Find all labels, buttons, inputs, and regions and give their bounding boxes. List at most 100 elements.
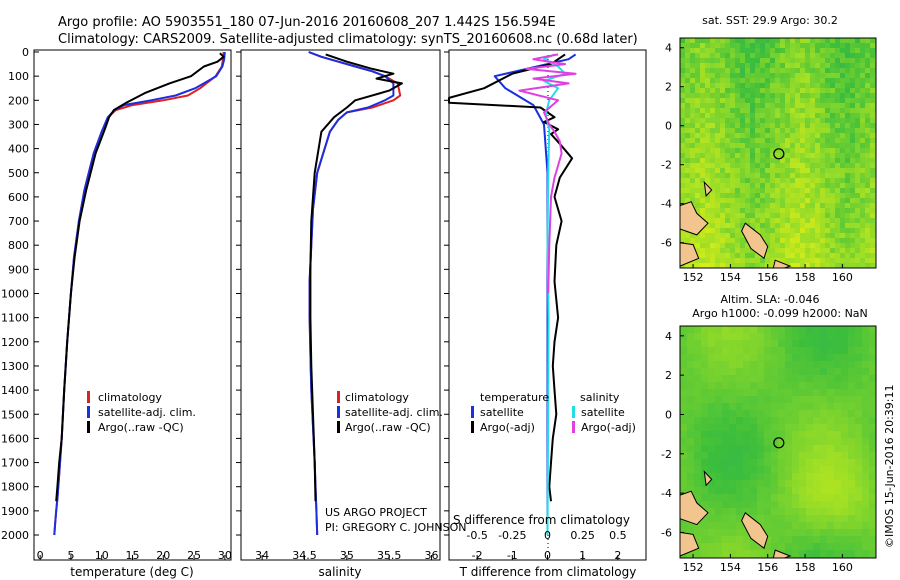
heatmap-cell (740, 258, 745, 263)
heatmap-cell (764, 543, 771, 550)
heatmap-cell (725, 158, 730, 163)
heatmap-cell (690, 183, 695, 188)
heatmap-cell (790, 113, 795, 118)
heatmap-cell (685, 108, 690, 113)
heatmap-cell (757, 340, 764, 347)
heatmap-cell (835, 48, 840, 53)
heatmap-cell (745, 98, 750, 103)
heatmap-cell (745, 118, 750, 123)
heatmap-cell (740, 103, 745, 108)
heatmap-cell (750, 263, 755, 268)
heatmap-cell (687, 347, 694, 354)
heatmap-cell (740, 98, 745, 103)
heatmap-cell (815, 83, 820, 88)
heatmap-cell (695, 258, 700, 263)
heatmap-cell (771, 515, 778, 522)
heatmap-cell (764, 431, 771, 438)
heatmap-cell (695, 108, 700, 113)
heatmap-cell (780, 68, 785, 73)
heatmap-cell (792, 431, 799, 438)
heatmap-cell (764, 522, 771, 529)
heatmap-cell (810, 113, 815, 118)
heatmap-cell (705, 148, 710, 153)
heatmap-cell (690, 148, 695, 153)
heatmap-cell (806, 396, 813, 403)
s-difference-label: S difference from climatology (453, 513, 630, 527)
legend-swatch-climatology (337, 391, 340, 403)
heatmap-cell (865, 208, 870, 213)
heatmap-cell (800, 253, 805, 258)
heatmap-cell (840, 188, 845, 193)
heatmap-cell (770, 208, 775, 213)
heatmap-cell (775, 228, 780, 233)
heatmap-cell (705, 213, 710, 218)
heatmap-cell (845, 113, 850, 118)
heatmap-cell (745, 248, 750, 253)
heatmap-cell (722, 431, 729, 438)
heatmap-cell (785, 417, 792, 424)
heatmap-cell (850, 158, 855, 163)
heatmap-cell (729, 438, 736, 445)
heatmap-cell (743, 326, 750, 333)
heatmap-cell (780, 43, 785, 48)
heatmap-cell (800, 108, 805, 113)
heatmap-cell (705, 138, 710, 143)
legend-title-temperature: temperature (480, 391, 549, 404)
heatmap-cell (750, 361, 757, 368)
heatmap-cell (813, 368, 820, 375)
heatmap-cell (680, 459, 687, 466)
heatmap-cell (720, 203, 725, 208)
heatmap-cell (715, 550, 722, 557)
heatmap-cell (850, 183, 855, 188)
heatmap-cell (736, 543, 743, 550)
heatmap-cell (770, 228, 775, 233)
heatmap-cell (705, 53, 710, 58)
heatmap-cell (740, 203, 745, 208)
heatmap-cell (855, 93, 860, 98)
heatmap-cell (778, 438, 785, 445)
heatmap-cell (775, 188, 780, 193)
heatmap-cell (785, 340, 792, 347)
heatmap-cell (685, 238, 690, 243)
heatmap-cell (722, 487, 729, 494)
heatmap-cell (830, 73, 835, 78)
heatmap-cell (790, 123, 795, 128)
heatmap-cell (705, 113, 710, 118)
heatmap-cell (757, 389, 764, 396)
heatmap-cell (770, 118, 775, 123)
heatmap-cell (778, 487, 785, 494)
heatmap-cell (745, 263, 750, 268)
heatmap-cell (765, 63, 770, 68)
heatmap-cell (855, 73, 860, 78)
heatmap-cell (770, 233, 775, 238)
heatmap-cell (855, 424, 862, 431)
heatmap-cell (855, 63, 860, 68)
heatmap-cell (825, 168, 830, 173)
x-tick-label: 152 (683, 561, 704, 574)
heatmap-cell (695, 168, 700, 173)
heatmap-cell (780, 178, 785, 183)
heatmap-cell (775, 78, 780, 83)
heatmap-cell (841, 389, 848, 396)
heatmap-cell (806, 375, 813, 382)
heatmap-cell (745, 83, 750, 88)
heatmap-cell (750, 445, 757, 452)
heatmap-cell (778, 431, 785, 438)
heatmap-cell (813, 452, 820, 459)
heatmap-cell (755, 193, 760, 198)
y-tick-label: 2 (665, 81, 672, 94)
heatmap-cell (680, 522, 687, 529)
heatmap-cell (695, 203, 700, 208)
heatmap-cell (869, 522, 876, 529)
heatmap-cell (700, 128, 705, 133)
heatmap-cell (840, 223, 845, 228)
heatmap-cell (701, 487, 708, 494)
heatmap-cell (745, 208, 750, 213)
heatmap-cell (840, 163, 845, 168)
heatmap-cell (680, 417, 687, 424)
heatmap-cell (710, 148, 715, 153)
heatmap-cell (710, 108, 715, 113)
heatmap-cell (820, 396, 827, 403)
heatmap-cell (865, 263, 870, 268)
heatmap-cell (855, 473, 862, 480)
